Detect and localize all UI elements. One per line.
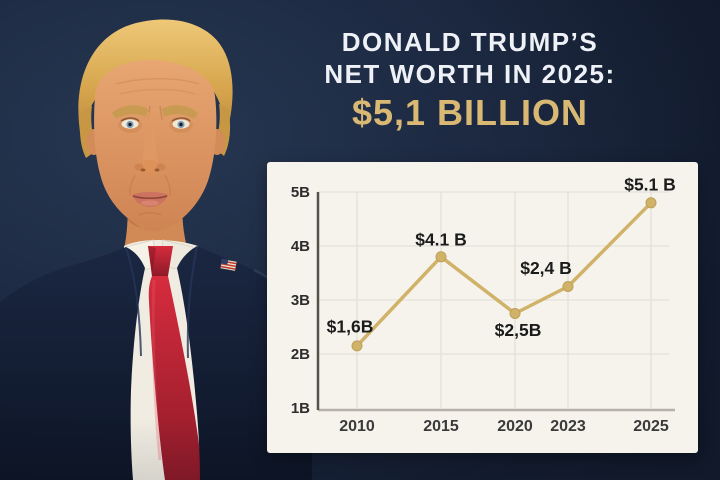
headline: DONALD TRUMP’S NET WORTH IN 2025: $5,1 B… [250, 26, 690, 134]
data-point-label: $2,5B [495, 320, 542, 340]
net-worth-chart-panel: 1B 2B 3B 4B 5B 2010 2015 2020 2023 2025 $1,6B $4.1 … [267, 162, 698, 453]
title-line-1: DONALD TRUMP’S [341, 27, 599, 57]
x-tick-label: 2025 [633, 418, 669, 435]
y-tick-label: 5B [291, 184, 310, 201]
y-tick-label: 3B [291, 292, 310, 309]
data-point [435, 251, 447, 263]
data-point-label: $5.1 B [624, 174, 676, 194]
x-tick-label: 2020 [497, 418, 533, 435]
data-point [509, 308, 521, 319]
data-point [562, 281, 574, 292]
headline-amount: $5,1 BILLION [351, 92, 589, 133]
x-tick-label: 2010 [339, 418, 375, 435]
y-tick-label: 2B [291, 346, 310, 363]
data-point-label: $2,4 B [520, 258, 572, 278]
y-tick-label: 1B [291, 400, 310, 417]
y-tick-label: 4B [291, 238, 310, 255]
data-point-label: $1,6B [327, 317, 374, 337]
data-point-label: $4.1 B [415, 229, 467, 249]
data-point [351, 340, 363, 352]
title-line-2: NET WORTH IN 2025: [324, 59, 616, 89]
x-tick-label: 2023 [550, 418, 586, 435]
net-worth-line-chart: 1B 2B 3B 4B 5B 2010 2015 2020 2023 2025 $1,6B $4.1 … [291, 174, 676, 435]
x-tick-label: 2015 [423, 418, 459, 435]
data-point [645, 197, 657, 209]
